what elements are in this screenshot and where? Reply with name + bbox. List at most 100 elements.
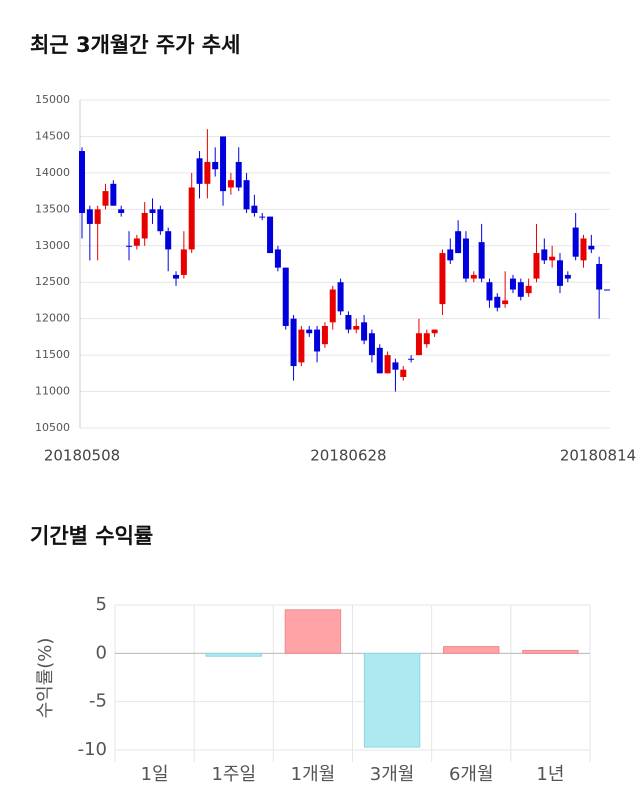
candle-body [196,158,203,184]
candle-body [306,329,313,334]
candle-body [368,333,375,356]
candle-body [102,191,109,206]
candle-body [541,249,548,261]
candle-body [572,227,579,257]
candle-body [118,209,125,213]
candle-body [596,264,603,290]
x-tick-label: 3개월 [370,764,415,785]
candle-body [321,325,328,345]
candle-body [157,209,164,232]
candle-body [290,318,297,367]
candle-body [517,282,524,297]
candle-body [227,180,234,188]
candle-body [588,245,595,250]
candle-body [188,187,195,250]
candle-body [274,249,281,268]
candle-body [431,329,438,334]
candle-body [509,278,516,290]
candle-body [392,362,399,370]
y-tick-label: 14000 [35,166,70,179]
candle-body [423,333,430,345]
candle-body [384,355,391,374]
candle-body [408,358,415,360]
candle-body [149,209,156,213]
candle-body [361,322,368,341]
y-tick-label: 12500 [35,275,70,288]
candle-body [400,369,407,377]
candle-body [282,267,289,326]
x-tick-label: 6개월 [449,764,494,785]
y-tick-label: 10500 [35,421,70,434]
candle-body [86,209,93,224]
candle-body [376,347,383,374]
candle-body [243,180,250,210]
y-tick-label: -5 [89,691,107,712]
candle-body [180,249,187,275]
candle-body [447,249,454,261]
candle-body [220,136,227,192]
candle-body [439,253,446,305]
x-tick-label: 1주일 [211,764,256,785]
x-tick-label: 1일 [141,764,169,785]
bar [205,652,262,657]
y-tick-label: 15000 [35,93,70,106]
y-tick-label: 5 [96,594,107,615]
candle-body [204,161,211,184]
candle-body [79,151,85,213]
y-tick-label: 11500 [35,348,70,361]
chart-title: 기간별 수익률 [30,524,153,548]
y-axis-label: 수익률(%) [35,638,56,719]
y-tick-label: 0 [96,642,107,663]
x-tick-label: 1개월 [291,764,336,785]
y-tick-label: 13500 [35,202,70,215]
y-tick-label: 14500 [35,129,70,142]
candle-body [494,296,501,308]
candle-body [533,253,540,279]
candle-body [94,209,101,224]
y-tick-label: -10 [78,739,107,760]
candle-body [353,325,360,330]
candle-body [298,329,305,363]
candle-body [604,289,610,291]
candle-body [212,161,219,170]
x-tick-label: 1년 [536,764,564,785]
y-tick-label: 12000 [35,312,70,325]
candle-body [455,231,462,254]
candle-body [235,161,242,188]
x-tick-label: 20180628 [310,447,386,465]
candle-body [329,289,336,323]
candle-body [337,282,344,312]
candle-body [486,282,493,301]
candle-body [173,274,180,279]
bar [522,649,579,654]
candle-body [110,183,117,206]
chart-title: 최근 3개월간 주가 추세 [30,33,240,57]
candle-body [502,300,509,305]
candle-body [462,238,469,279]
candle-body [251,205,258,213]
x-tick-label: 20180814 [560,447,636,465]
candle-body [126,245,133,247]
bar [363,652,421,748]
candle-body [525,285,532,294]
candle-body [564,274,571,279]
bar [284,609,342,654]
candle-body [549,256,556,261]
bar [443,646,500,654]
candle-body [141,212,148,239]
candle-body [470,274,477,279]
candle-body [345,315,352,330]
candle-body [415,333,422,356]
candle-body [267,216,274,254]
y-tick-label: 11000 [35,385,70,398]
candle-body [165,231,172,250]
candle-body [314,329,321,352]
candle-body [259,216,266,218]
candle-body [580,238,587,261]
candle-body [133,238,140,246]
candle-body [556,260,563,286]
x-tick-label: 20180508 [44,447,120,465]
y-tick-label: 13000 [35,239,70,252]
candle-body [478,242,485,279]
